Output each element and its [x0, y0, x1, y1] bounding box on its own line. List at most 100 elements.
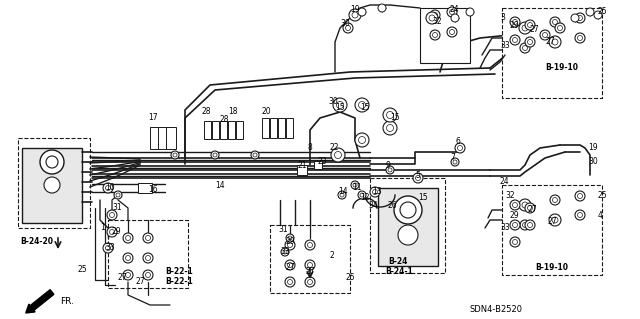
Bar: [166, 127, 176, 149]
Circle shape: [355, 98, 369, 112]
Circle shape: [307, 279, 312, 285]
Text: 3: 3: [500, 13, 505, 23]
Bar: [204, 121, 211, 139]
Bar: [314, 161, 322, 169]
Circle shape: [171, 151, 179, 159]
Text: 8: 8: [308, 144, 313, 152]
Circle shape: [107, 210, 117, 220]
Text: 7: 7: [450, 153, 455, 162]
Circle shape: [358, 8, 366, 16]
Circle shape: [125, 256, 131, 261]
Circle shape: [338, 191, 346, 199]
Circle shape: [522, 46, 527, 50]
Circle shape: [451, 158, 459, 166]
Circle shape: [387, 124, 394, 131]
Circle shape: [429, 15, 435, 21]
Circle shape: [288, 236, 292, 240]
Circle shape: [433, 12, 438, 18]
Circle shape: [125, 272, 131, 278]
Circle shape: [522, 25, 528, 31]
Bar: [378, 188, 438, 266]
Circle shape: [346, 26, 351, 31]
Text: 1: 1: [100, 224, 105, 233]
Circle shape: [331, 148, 345, 162]
Bar: [22, 148, 82, 223]
Text: 19: 19: [350, 5, 360, 14]
Circle shape: [383, 108, 397, 122]
Circle shape: [513, 38, 518, 42]
Text: 9: 9: [385, 160, 390, 169]
Circle shape: [378, 4, 386, 12]
Circle shape: [125, 235, 131, 241]
Circle shape: [107, 227, 117, 237]
FancyArrow shape: [26, 290, 54, 313]
Circle shape: [527, 205, 532, 211]
Circle shape: [305, 240, 315, 250]
Circle shape: [333, 98, 347, 112]
Text: 30: 30: [328, 98, 338, 107]
Circle shape: [519, 199, 531, 211]
Text: B-24: B-24: [388, 257, 408, 266]
Bar: [270, 225, 350, 293]
Circle shape: [577, 212, 582, 218]
Bar: [297, 165, 307, 175]
Circle shape: [575, 13, 585, 23]
Circle shape: [447, 7, 457, 17]
Text: 28: 28: [202, 108, 211, 116]
Text: 33: 33: [500, 41, 509, 49]
Circle shape: [46, 156, 58, 168]
Text: 17: 17: [148, 114, 157, 122]
Text: 20: 20: [262, 108, 271, 116]
Circle shape: [305, 260, 315, 270]
Text: 34: 34: [368, 201, 378, 210]
Circle shape: [510, 237, 520, 247]
Circle shape: [286, 234, 294, 242]
Circle shape: [415, 175, 420, 181]
Circle shape: [349, 9, 361, 21]
Circle shape: [525, 37, 535, 47]
Circle shape: [552, 197, 557, 203]
Circle shape: [253, 153, 257, 157]
Bar: [138, 183, 152, 193]
Circle shape: [557, 26, 563, 31]
Text: 33: 33: [280, 248, 290, 256]
Bar: [18, 138, 90, 228]
Circle shape: [116, 193, 120, 197]
Text: 24: 24: [450, 5, 460, 14]
Circle shape: [307, 242, 312, 248]
Bar: [286, 118, 293, 138]
Circle shape: [285, 277, 295, 287]
Text: 29: 29: [510, 211, 520, 219]
Circle shape: [145, 235, 150, 241]
Circle shape: [355, 133, 369, 147]
Bar: [236, 121, 243, 139]
Circle shape: [510, 220, 520, 230]
Circle shape: [123, 233, 133, 243]
Circle shape: [522, 222, 527, 227]
Circle shape: [513, 203, 518, 207]
Text: 10: 10: [105, 183, 115, 192]
Text: 30: 30: [588, 158, 598, 167]
Text: 25: 25: [598, 8, 607, 17]
Text: 27: 27: [545, 38, 555, 47]
Text: 25: 25: [345, 273, 355, 283]
Text: 15: 15: [335, 103, 344, 113]
Circle shape: [114, 191, 122, 199]
Circle shape: [575, 191, 585, 201]
Circle shape: [287, 242, 292, 248]
Bar: [502, 8, 602, 98]
Circle shape: [550, 195, 560, 205]
Bar: [220, 121, 227, 139]
Circle shape: [555, 23, 565, 33]
Text: 6: 6: [455, 137, 460, 146]
Text: 30: 30: [340, 19, 349, 28]
Circle shape: [510, 200, 520, 210]
Circle shape: [575, 33, 585, 43]
Text: 2: 2: [330, 250, 335, 259]
Circle shape: [520, 43, 530, 53]
Circle shape: [525, 220, 535, 230]
Text: 13: 13: [372, 188, 381, 197]
Text: 14: 14: [215, 181, 225, 189]
Circle shape: [340, 193, 344, 197]
Circle shape: [287, 279, 292, 285]
